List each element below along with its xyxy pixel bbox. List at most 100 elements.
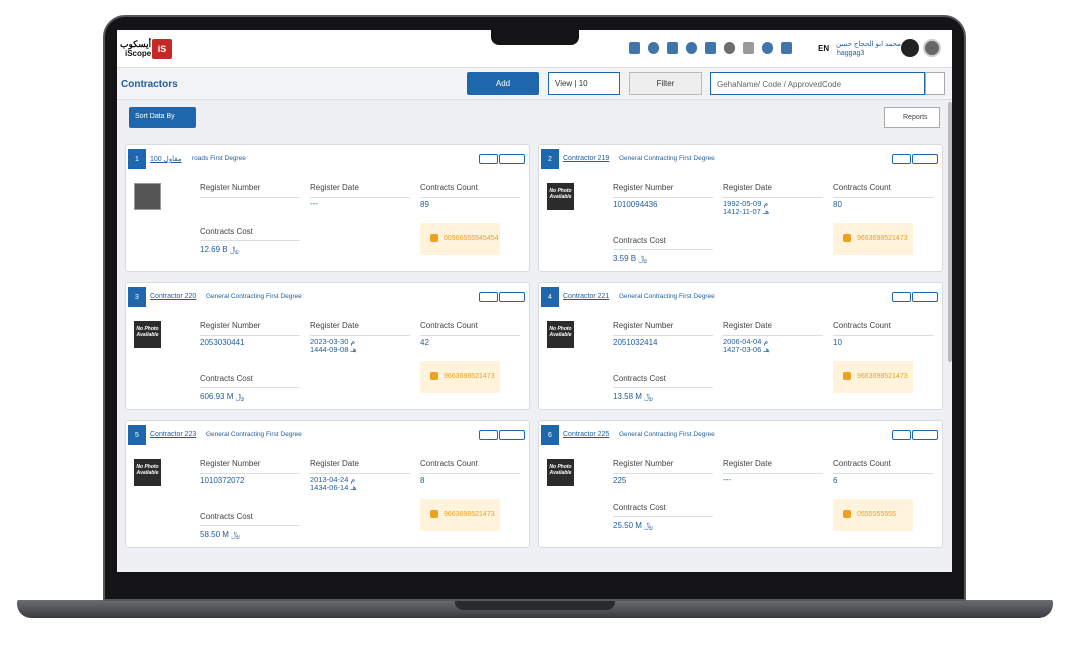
register-date: 2023-03-30 م bbox=[310, 337, 356, 346]
more-btn[interactable] bbox=[499, 154, 525, 164]
print-btn[interactable] bbox=[479, 154, 498, 164]
register-date: 2013-04-24 م bbox=[310, 475, 356, 484]
contractor-type: General Contracting First Degree bbox=[206, 293, 302, 300]
header-icon[interactable] bbox=[648, 42, 659, 54]
print-btn[interactable] bbox=[892, 430, 911, 440]
print-btn[interactable] bbox=[892, 154, 911, 164]
more-btn[interactable] bbox=[912, 154, 938, 164]
card-index: 5 bbox=[128, 425, 146, 445]
field-divider bbox=[200, 197, 300, 198]
field-divider bbox=[200, 525, 300, 526]
menu-btn[interactable] bbox=[923, 39, 941, 57]
filter-btn[interactable]: Filter bbox=[629, 72, 702, 95]
add-btn[interactable]: Add bbox=[467, 72, 539, 95]
no-photo: No Photo Available bbox=[547, 321, 574, 348]
lang[interactable]: EN bbox=[818, 44, 830, 53]
reports-btn[interactable]: Reports bbox=[884, 107, 940, 128]
field-label: Register Date bbox=[723, 183, 772, 192]
register-date: 1412-11-07 هـ bbox=[723, 207, 770, 216]
print-btn[interactable] bbox=[892, 292, 911, 302]
more-btn[interactable] bbox=[912, 292, 938, 302]
search-input[interactable]: GehaName/ Code / ApprovedCode bbox=[710, 72, 925, 95]
field-label: Contracts Count bbox=[833, 459, 891, 468]
field-label: Contracts Cost bbox=[200, 374, 253, 383]
card-index: 2 bbox=[541, 149, 559, 169]
field-label: Register Number bbox=[200, 183, 261, 192]
field-label: Register Number bbox=[200, 459, 261, 468]
field-label: Contracts Count bbox=[420, 459, 478, 468]
avatar[interactable] bbox=[901, 39, 919, 57]
contractor-type: General Contracting First Degree bbox=[619, 431, 715, 438]
logo-ar: أيسكوب bbox=[120, 39, 152, 49]
print-btn[interactable] bbox=[479, 292, 498, 302]
header-icon[interactable] bbox=[781, 42, 792, 54]
no-photo: No Photo Available bbox=[547, 459, 574, 486]
username: haggag3 bbox=[837, 50, 865, 57]
field-divider bbox=[420, 197, 520, 198]
more-btn[interactable] bbox=[499, 430, 525, 440]
field-label: Contracts Count bbox=[420, 321, 478, 330]
header-icon[interactable] bbox=[724, 42, 735, 54]
field-divider bbox=[723, 335, 823, 336]
no-photo: No Photo Available bbox=[134, 321, 161, 348]
card-index: 1 bbox=[128, 149, 146, 169]
header-icon[interactable] bbox=[743, 42, 754, 54]
phone-icon bbox=[843, 372, 851, 380]
header-icon[interactable] bbox=[762, 42, 773, 54]
field-label: Register Date bbox=[310, 459, 359, 468]
search-btn[interactable] bbox=[925, 72, 945, 95]
contractor-name[interactable]: مقاول 100 bbox=[150, 156, 182, 163]
view-select[interactable]: View | 10 bbox=[548, 72, 620, 95]
header-icon[interactable] bbox=[705, 42, 716, 54]
register-number: 225 bbox=[613, 476, 627, 485]
field-label: Register Number bbox=[613, 183, 674, 192]
laptop-notch bbox=[455, 600, 615, 610]
field-divider bbox=[723, 197, 823, 198]
more-btn[interactable] bbox=[499, 292, 525, 302]
field-label: Contracts Cost bbox=[613, 374, 666, 383]
contracts-count: 80 bbox=[833, 200, 842, 209]
header-icon[interactable] bbox=[686, 42, 697, 54]
field-label: Contracts Cost bbox=[613, 503, 666, 512]
header-icon[interactable] bbox=[629, 42, 640, 54]
sort-btn[interactable]: Sort Data By bbox=[129, 107, 196, 128]
field-divider bbox=[613, 249, 713, 250]
contractor-type: General Contracting First Degree bbox=[619, 155, 715, 162]
field-label: Contracts Count bbox=[420, 183, 478, 192]
header-icon[interactable] bbox=[667, 42, 678, 54]
contractor-name[interactable]: Contractor 220 bbox=[150, 293, 197, 300]
no-photo: No Photo Available bbox=[547, 183, 574, 210]
page-title: Contractors bbox=[121, 79, 178, 90]
field-divider bbox=[833, 473, 933, 474]
field-divider bbox=[833, 335, 933, 336]
card-index: 3 bbox=[128, 287, 146, 307]
field-divider bbox=[200, 240, 300, 241]
field-divider bbox=[420, 335, 520, 336]
contracts-cost: 606.93 M ﷼ bbox=[200, 392, 245, 401]
phone-icon bbox=[430, 234, 438, 242]
register-number: 2051032414 bbox=[613, 338, 658, 347]
field-label: Contracts Cost bbox=[200, 512, 253, 521]
field-divider bbox=[723, 473, 823, 474]
print-btn[interactable] bbox=[479, 430, 498, 440]
contractor-name[interactable]: Contractor 221 bbox=[563, 293, 610, 300]
contracts-count: 10 bbox=[833, 338, 842, 347]
field-divider bbox=[833, 197, 933, 198]
field-divider bbox=[613, 387, 713, 388]
more-btn[interactable] bbox=[912, 430, 938, 440]
field-divider bbox=[613, 473, 713, 474]
contractor-name[interactable]: Contractor 223 bbox=[150, 431, 197, 438]
contracts-count: 42 bbox=[420, 338, 429, 347]
field-label: Contracts Cost bbox=[200, 227, 253, 236]
contractor-name[interactable]: Contractor 225 bbox=[563, 431, 610, 438]
phone-icon bbox=[843, 234, 851, 242]
logo-box: iS bbox=[152, 39, 172, 59]
contractor-name[interactable]: Contractor 219 bbox=[563, 155, 610, 162]
scrollbar bbox=[948, 102, 952, 362]
field-label: Register Date bbox=[310, 183, 359, 192]
contracts-count: 89 bbox=[420, 200, 429, 209]
contracts-cost: 58.50 M ﷼ bbox=[200, 530, 240, 539]
phone-icon bbox=[430, 510, 438, 518]
screen: iS أيسكوب iScope EN محمد ابو الحجاج حسن hagga… bbox=[117, 30, 952, 572]
